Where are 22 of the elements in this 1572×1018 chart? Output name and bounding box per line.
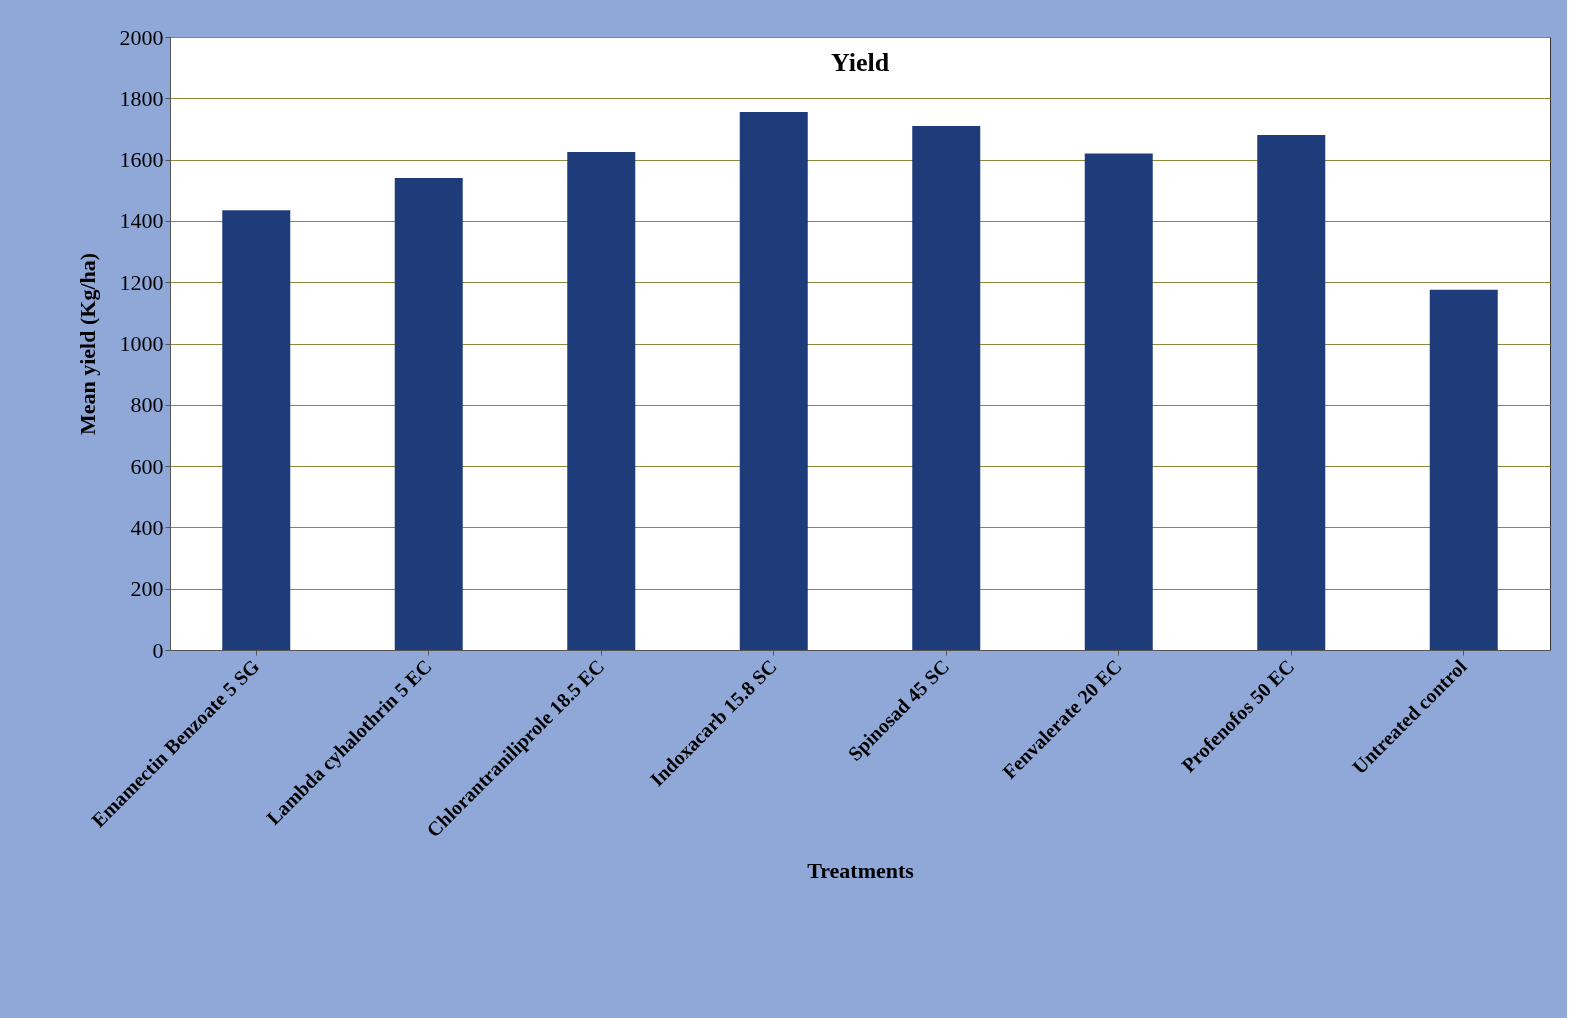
- y-tick-label: 600: [130, 453, 164, 479]
- y-tick-label: 1600: [119, 147, 164, 173]
- y-tick-label: 800: [130, 392, 164, 418]
- bar: [567, 151, 636, 650]
- y-tick-label: 0: [152, 637, 164, 663]
- bar: [394, 177, 463, 650]
- y-tick-label: 400: [130, 514, 164, 540]
- y-tick-label: 1200: [119, 269, 164, 295]
- y-tick-label: 1800: [119, 85, 164, 111]
- chart-title: Yield: [830, 48, 890, 77]
- y-tick-label: 2000: [119, 24, 164, 50]
- y-axis-title: Mean yield (Kg/ha): [74, 252, 100, 436]
- y-tick-label: 1000: [119, 331, 164, 356]
- x-axis-title: Treatments: [807, 858, 915, 884]
- y-tick-label: 1400: [119, 208, 164, 234]
- y-tick-label: 200: [130, 576, 164, 602]
- bar: [1429, 289, 1498, 650]
- bar: [1257, 135, 1326, 650]
- bar: [739, 112, 808, 650]
- bar: [912, 125, 981, 650]
- bar: [1084, 153, 1153, 650]
- bar: [222, 210, 291, 650]
